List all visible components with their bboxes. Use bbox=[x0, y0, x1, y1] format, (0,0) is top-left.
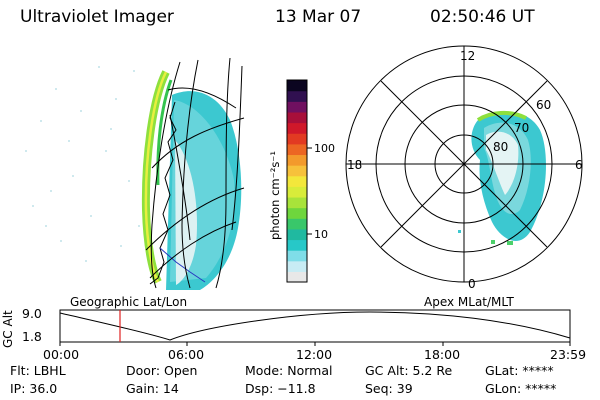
coastline bbox=[149, 101, 177, 285]
colorbar-segment bbox=[287, 143, 307, 156]
colorbar-segment bbox=[287, 122, 307, 134]
auroral-arc-edge bbox=[156, 79, 173, 186]
instrument-title: Ultraviolet Imager bbox=[20, 7, 174, 27]
emission-dim-core bbox=[175, 140, 198, 285]
colorbar-label-10: 10 bbox=[314, 228, 328, 241]
x-tick-0600: 06:00 bbox=[168, 347, 205, 362]
mlt-label-18: 18 bbox=[347, 158, 362, 172]
polar-speck bbox=[491, 240, 495, 244]
polar-grid bbox=[345, 45, 583, 283]
time-label: 02:50:46 UT bbox=[430, 7, 535, 27]
colorbar-segment bbox=[287, 239, 307, 251]
x-tick-1200: 12:00 bbox=[296, 347, 333, 362]
altitude-plot-frame bbox=[59, 309, 571, 343]
colorbar-segment bbox=[287, 186, 307, 198]
colorbar-segment bbox=[287, 133, 307, 145]
altitude-y-tick-max: 9.0 bbox=[22, 306, 42, 321]
colorbar-segment bbox=[287, 196, 307, 209]
polar-speck bbox=[507, 241, 513, 245]
colorbar-segment bbox=[287, 228, 307, 241]
colorbar-segment bbox=[287, 165, 307, 177]
colorbar-segment bbox=[287, 154, 307, 166]
date-label: 13 Mar 07 bbox=[275, 7, 362, 27]
status-dsp: Dsp: −11.8 bbox=[245, 381, 316, 396]
status-mode: Mode: Normal bbox=[245, 363, 333, 378]
mlt-label-0: 0 bbox=[468, 277, 476, 291]
colorbar-segment bbox=[287, 111, 307, 124]
status-glat: GLat: ***** bbox=[485, 363, 554, 378]
status-ip: IP: 36.0 bbox=[10, 381, 58, 396]
x-tick-1800: 18:00 bbox=[424, 347, 461, 362]
colorbar-segment bbox=[287, 101, 307, 113]
status-seq: Seq: 39 bbox=[365, 381, 413, 396]
colorbar-segment bbox=[287, 207, 307, 219]
noise-scatter bbox=[25, 66, 140, 262]
mlat-label-70: 70 bbox=[514, 121, 529, 135]
geo-caption: Geographic Lat/Lon bbox=[70, 295, 188, 309]
colorbar-segment bbox=[287, 90, 307, 102]
status-door: Door: Open bbox=[126, 363, 198, 378]
x-tick-2359: 23:59 bbox=[550, 347, 587, 362]
coastline-blue bbox=[159, 247, 206, 283]
geographic-image bbox=[25, 57, 245, 290]
polar-emission-core bbox=[486, 131, 519, 195]
status-glon: GLon: ***** bbox=[485, 381, 557, 396]
x-tick-0000: 00:00 bbox=[43, 347, 80, 362]
polar-speck bbox=[458, 230, 461, 233]
polar-arc bbox=[476, 111, 527, 122]
altitude-axis-label: GC Alt bbox=[1, 310, 15, 348]
status-flt: Flt: LBHL bbox=[10, 363, 66, 378]
altitude-x-ticks bbox=[59, 342, 571, 346]
altitude-y-tick-min: 1.8 bbox=[22, 329, 42, 344]
colorbar-segment bbox=[287, 175, 307, 187]
status-gain: Gain: 14 bbox=[126, 381, 179, 396]
colorbar-segment bbox=[287, 250, 307, 262]
geo-grid bbox=[145, 57, 245, 289]
polar-panel: 12 18 6 0 60 70 80 bbox=[345, 45, 583, 291]
colorbar-frame bbox=[286, 79, 308, 283]
mlat-label-80: 80 bbox=[493, 140, 508, 154]
altitude-plot bbox=[59, 309, 571, 346]
colorbar-gradient bbox=[287, 80, 307, 283]
colorbar-segment bbox=[287, 271, 307, 283]
colorbar-segment bbox=[287, 260, 307, 272]
mlt-label-12: 12 bbox=[460, 49, 475, 63]
colorbar: 100 10 photon cm⁻²s⁻¹ bbox=[268, 79, 335, 283]
colorbar-unit: photon cm⁻²s⁻¹ bbox=[268, 151, 282, 240]
colorbar-segment bbox=[287, 80, 307, 92]
polar-caption: Apex MLat/MLT bbox=[424, 295, 514, 309]
colorbar-label-100: 100 bbox=[314, 142, 335, 155]
altitude-curve bbox=[59, 311, 571, 341]
mlt-label-6: 6 bbox=[575, 158, 583, 172]
status-gc-alt: GC Alt: 5.2 Re bbox=[365, 363, 453, 378]
colorbar-segment bbox=[287, 218, 307, 230]
mlat-label-60: 60 bbox=[536, 98, 551, 112]
